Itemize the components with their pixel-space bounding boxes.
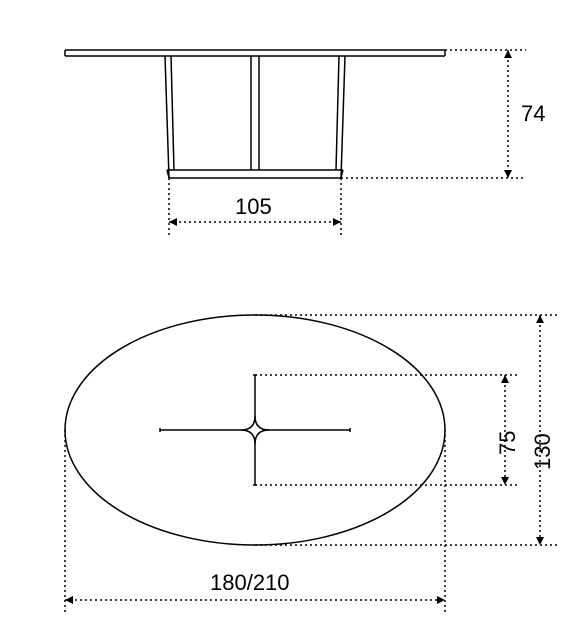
drawing-svg: 74 105 180/210 130 75	[0, 0, 574, 642]
dim-plan-130: 130	[530, 433, 555, 470]
dim-plan-75: 75	[495, 431, 520, 455]
dim-height: 74	[521, 101, 545, 126]
tabletop-ellipse	[65, 315, 445, 545]
dim-base-width: 105	[235, 194, 272, 219]
dim-plan-width: 180/210	[210, 570, 290, 595]
dimension-drawing: 74 105 180/210 130 75	[0, 0, 574, 642]
